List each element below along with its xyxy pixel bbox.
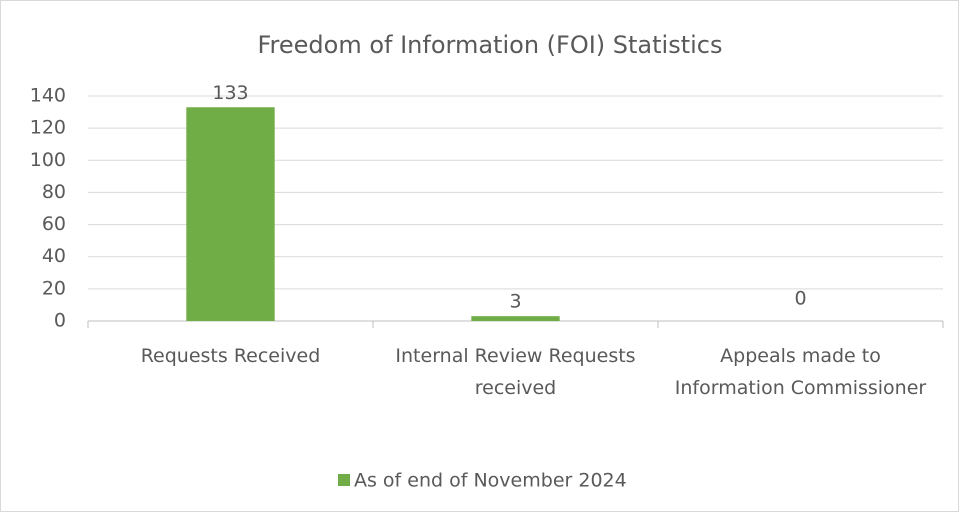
legend-swatch	[338, 474, 350, 486]
x-tick-label: Requests Received	[141, 345, 321, 367]
data-label: 3	[509, 291, 521, 313]
chart-title: Freedom of Information (FOI) Statistics	[257, 31, 722, 59]
y-tick-label: 80	[42, 181, 66, 203]
data-label: 0	[794, 288, 806, 310]
y-tick-label: 0	[54, 310, 66, 332]
y-tick-label: 140	[30, 85, 66, 107]
x-tick-label: Internal Review Requests received	[395, 345, 635, 399]
y-tick-label: 40	[42, 245, 66, 267]
x-tick-label: Appeals made to Information Commissioner	[675, 345, 927, 399]
bar	[471, 316, 560, 321]
y-tick-label: 20	[42, 277, 66, 299]
data-label: 133	[212, 82, 248, 104]
y-tick-label: 120	[30, 117, 66, 139]
y-tick-label: 60	[42, 213, 66, 235]
y-tick-label: 100	[30, 149, 66, 171]
legend-label: As of end of November 2024	[354, 470, 627, 492]
bar	[186, 107, 275, 321]
